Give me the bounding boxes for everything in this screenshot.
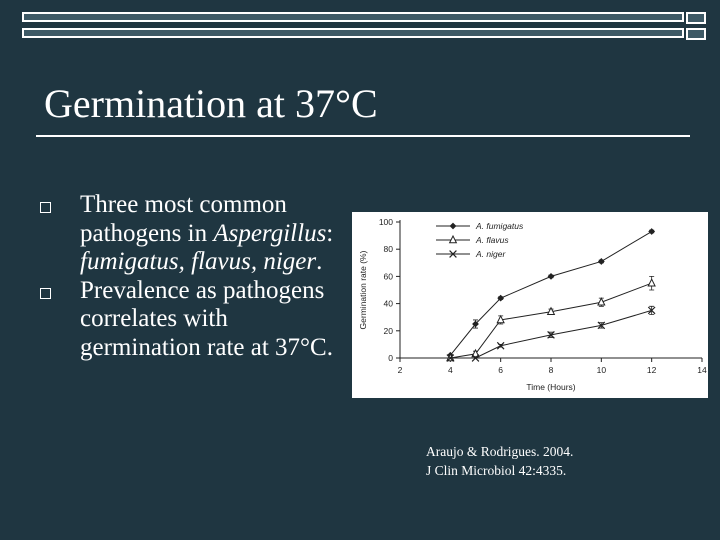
- citation: Araujo & Rodrigues. 2004. J Clin Microbi…: [426, 442, 573, 480]
- x-tick-label: 6: [498, 365, 503, 375]
- x-tick-label: 14: [697, 365, 707, 375]
- top-strip: [22, 12, 684, 22]
- legend-marker: [448, 234, 458, 244]
- x-tick-label: 10: [597, 365, 607, 375]
- series-line: [450, 309, 652, 359]
- data-point: [647, 306, 656, 315]
- y-tick-label: 20: [384, 326, 394, 336]
- data-point: [648, 228, 656, 235]
- y-tick-label: 100: [379, 217, 393, 227]
- x-tick-label: 12: [647, 365, 657, 375]
- legend-label: A. flavus: [475, 235, 509, 245]
- bullet-text: .: [316, 248, 323, 275]
- bullet-list: Three most common pathogens in Aspergill…: [34, 191, 354, 362]
- germination-chart: 0 20 40 60 80 100 2 4 6 8 10 12 14 Time (Hours) Germin…: [352, 212, 708, 398]
- legend-label: A. niger: [475, 249, 506, 259]
- slide-title: Germination at 37°C: [44, 81, 378, 126]
- series-x: A. niger: [436, 249, 656, 362]
- data-point: [597, 258, 605, 265]
- series-triangle: A. flavus: [436, 234, 656, 362]
- corner-box-bottom: [686, 28, 706, 40]
- series-line: [449, 231, 652, 356]
- bullet-text: fumigatus, flavus, niger: [80, 248, 317, 275]
- x-tick-label: 4: [448, 365, 453, 375]
- bullet-marker-icon: [40, 287, 51, 299]
- x-tick-label: 2: [398, 365, 403, 375]
- title-divider: [36, 135, 690, 137]
- second-strip: [22, 28, 684, 38]
- data-point: [496, 314, 505, 324]
- y-tick-label: 40: [384, 299, 394, 309]
- bullet-marker-icon: [40, 202, 51, 213]
- y-tick-label: 0: [388, 353, 393, 363]
- data-point: [597, 297, 606, 306]
- decorative-top-bar: [22, 10, 708, 40]
- x-tick-label: 8: [549, 365, 554, 375]
- citation-line-1: Araujo & Rodrigues. 2004.: [426, 444, 574, 459]
- bullet-item: Prevalence as pathogens correlates with …: [34, 277, 354, 363]
- citation-line-2: J Clin Microbiol 42:4335.: [426, 463, 567, 478]
- data-point: [446, 354, 455, 362]
- data-point: [547, 273, 555, 280]
- data-point: [497, 294, 505, 302]
- y-tick-label: 60: [384, 271, 394, 281]
- bullet-item: Three most common pathogens in Aspergill…: [34, 191, 354, 277]
- data-point: [546, 306, 556, 316]
- y-axis-label: Germination rate (%): [358, 250, 368, 329]
- x-axis-label: Time (Hours): [526, 382, 575, 392]
- data-point: [597, 321, 606, 330]
- bullet-text: Aspergillus: [213, 219, 327, 247]
- data-point: [471, 348, 480, 358]
- data-point: [547, 331, 555, 339]
- corner-box-top: [686, 12, 706, 24]
- bullet-text: Prevalence as pathogens correlates with …: [80, 276, 333, 361]
- bullet-text: :: [326, 219, 334, 247]
- y-tick-label: 80: [384, 244, 394, 254]
- data-point: [496, 341, 505, 350]
- legend-marker: [449, 222, 457, 230]
- series-diamond: A. fumigatus: [436, 221, 656, 359]
- chart-svg: 0 20 40 60 80 100 2 4 6 8 10 12 14 Time (Hours) Germin…: [358, 217, 707, 392]
- data-point: [647, 278, 656, 287]
- data-point: [471, 354, 480, 362]
- legend-label: A. fumigatus: [475, 221, 524, 231]
- series-line: [450, 282, 652, 359]
- bullet-text: Three most common pathogens in: [80, 191, 287, 247]
- legend-marker: [449, 250, 457, 258]
